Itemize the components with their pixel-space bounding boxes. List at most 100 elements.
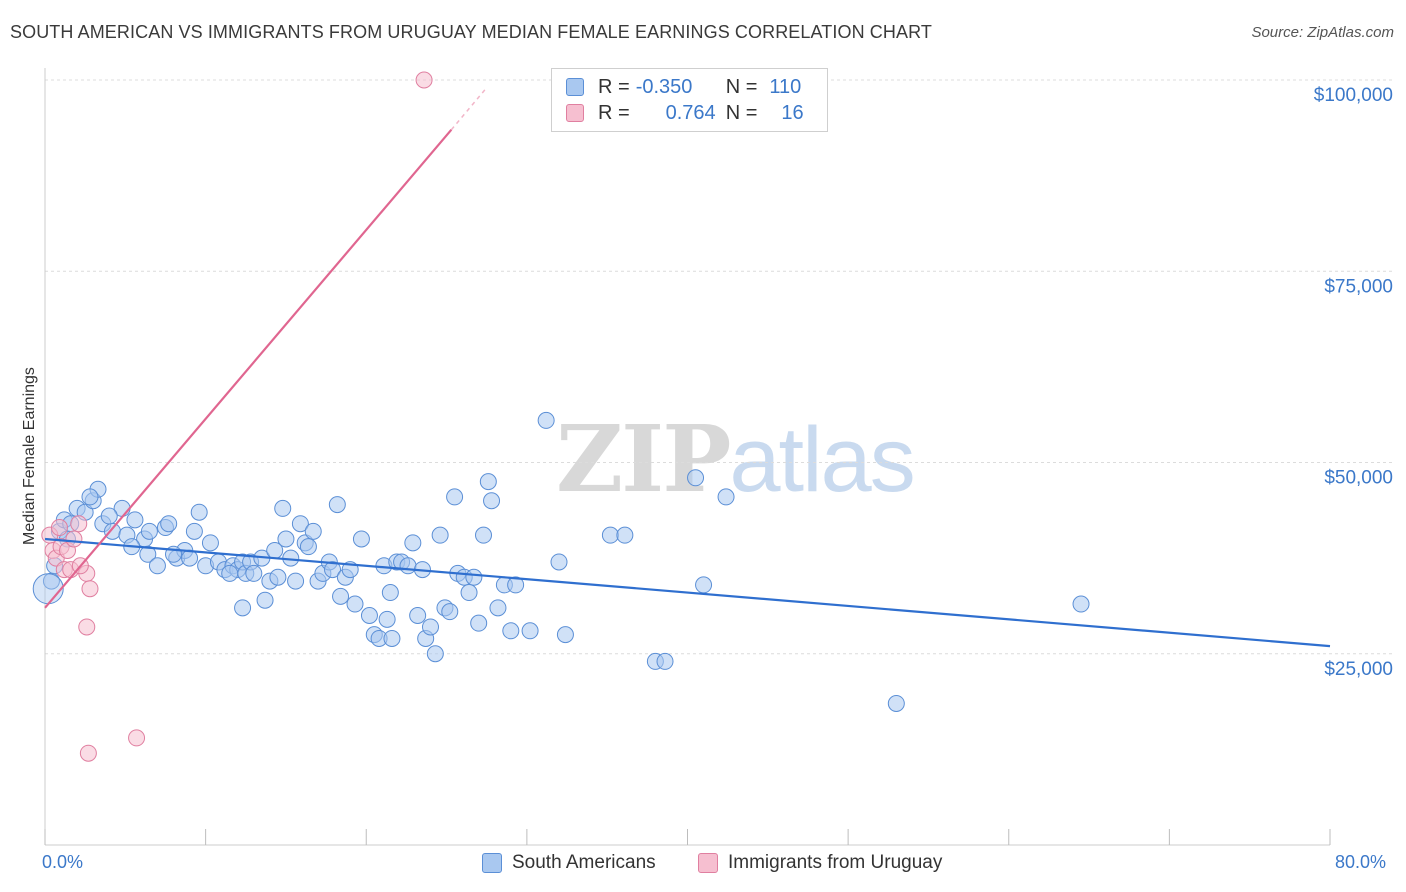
data-point — [304, 522, 322, 540]
data-point — [160, 515, 178, 533]
series-immigrants-uruguay — [41, 71, 433, 762]
data-point — [616, 526, 634, 544]
legend-swatch-pink — [566, 104, 584, 122]
data-point-cluster — [32, 573, 64, 605]
data-point — [409, 607, 427, 624]
data-point — [887, 694, 905, 712]
y-tick-labels: $25,000 $50,000 $75,000 $100,000 — [1314, 85, 1393, 680]
data-point — [431, 526, 449, 544]
data-point — [404, 534, 422, 552]
data-point — [556, 626, 574, 644]
legend-n-label: N = — [725, 101, 758, 124]
data-point — [1072, 595, 1090, 613]
data-point — [103, 522, 121, 540]
data-point — [502, 622, 520, 640]
data-point — [360, 607, 378, 624]
source-credit: Source: ZipAtlas.com — [1251, 24, 1394, 41]
data-point — [415, 71, 433, 89]
bottom-legend-label: Immigrants from Uruguay — [728, 852, 943, 873]
data-point — [201, 534, 219, 552]
watermark-zip: ZIP — [556, 405, 731, 513]
data-point — [521, 622, 539, 640]
data-point — [291, 515, 309, 533]
data-point — [128, 729, 146, 747]
data-point — [470, 614, 488, 632]
data-point — [426, 645, 444, 663]
data-point — [695, 576, 713, 594]
data-point — [65, 530, 83, 548]
data-point — [299, 538, 317, 556]
y-tick-label: $75,000 — [1324, 276, 1393, 297]
data-point — [79, 744, 97, 762]
legend-r-value: 0.764 — [665, 101, 716, 124]
legend-n-label: N = — [725, 75, 758, 98]
legend-r-label: R = — [598, 75, 630, 98]
bottom-legend-immigrants-uruguay: Immigrants from Uruguay — [698, 852, 942, 874]
legend-swatch-blue — [566, 78, 584, 96]
y-tick-label: $50,000 — [1324, 468, 1393, 489]
data-point — [383, 629, 401, 647]
data-point — [550, 553, 568, 571]
axes — [44, 68, 1331, 846]
data-point — [126, 511, 144, 529]
data-point — [352, 530, 370, 548]
legend-n-value: 16 — [781, 101, 804, 124]
data-point — [687, 469, 705, 487]
legend-row-south-americans: R = -0.350 N = 110 — [566, 75, 801, 99]
data-point — [70, 515, 88, 533]
data-point — [446, 488, 464, 506]
data-point — [139, 545, 157, 563]
data-point — [185, 522, 203, 540]
data-point — [140, 522, 158, 540]
data-point — [78, 618, 96, 636]
trend-line-south-americans — [44, 537, 1331, 648]
data-point — [441, 603, 459, 621]
data-point — [269, 568, 287, 586]
data-point — [399, 557, 417, 575]
data-point — [274, 499, 292, 517]
data-point — [422, 618, 439, 636]
data-point — [601, 526, 619, 544]
stats-legend: R = -0.350 N = 110 R = 0.764 N = 16 — [551, 68, 828, 132]
series-south-americans — [32, 411, 1090, 712]
data-point — [378, 610, 396, 628]
data-point — [277, 530, 295, 548]
data-point — [475, 526, 493, 544]
data-point — [483, 492, 501, 510]
data-point — [256, 591, 274, 609]
bottom-legend-swatch-blue — [482, 853, 502, 873]
data-point — [50, 519, 68, 537]
legend-row-immigrants-uruguay: R = 0.764 N = 16 — [566, 101, 804, 125]
x-tick-label-max: 80.0% — [1335, 852, 1387, 872]
data-point — [324, 561, 342, 579]
data-point — [346, 595, 364, 613]
legend-r-value: -0.350 — [635, 75, 693, 98]
data-point — [245, 564, 263, 582]
data-point — [479, 473, 497, 491]
data-point — [328, 496, 346, 514]
y-tick-label: $100,000 — [1314, 85, 1393, 106]
data-point — [81, 580, 99, 598]
bottom-legend-swatch-pink — [698, 853, 718, 873]
data-point — [221, 564, 239, 582]
legend-n-value: 110 — [769, 75, 802, 98]
data-point — [489, 599, 507, 617]
data-point — [537, 411, 555, 429]
data-point — [332, 587, 350, 605]
watermark: ZIPatlas — [556, 405, 916, 513]
bottom-legend-label: South Americans — [512, 852, 656, 873]
legend-r-label: R = — [598, 101, 630, 124]
watermark-atlas: atlas — [729, 409, 915, 511]
data-point — [507, 576, 525, 594]
bottom-legend-south-americans: South Americans — [482, 852, 656, 874]
trend-lines — [44, 87, 1331, 648]
data-point — [465, 568, 483, 586]
trend-line-immigrants-uruguay — [44, 129, 453, 609]
data-point — [148, 557, 166, 575]
y-tick-label: $25,000 — [1324, 659, 1393, 680]
data-point — [717, 488, 735, 506]
data-point — [460, 584, 478, 602]
x-tick-label-min: 0.0% — [42, 852, 84, 872]
data-point — [287, 572, 305, 590]
